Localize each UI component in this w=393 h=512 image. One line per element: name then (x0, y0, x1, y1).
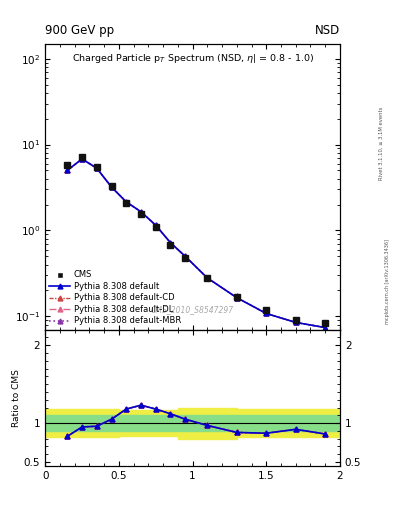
Legend: CMS, Pythia 8.308 default, Pythia 8.308 default-CD, Pythia 8.308 default-DL, Pyt: CMS, Pythia 8.308 default, Pythia 8.308 … (50, 270, 181, 326)
Text: NSD: NSD (315, 24, 340, 37)
Text: CMS_2010_S8547297: CMS_2010_S8547297 (151, 305, 234, 314)
Y-axis label: Ratio to CMS: Ratio to CMS (12, 369, 21, 426)
Text: Charged Particle p$_T$ Spectrum (NSD, $\eta$| = 0.8 - 1.0): Charged Particle p$_T$ Spectrum (NSD, $\… (72, 52, 314, 65)
Text: mcplots.cern.ch [arXiv:1306.3436]: mcplots.cern.ch [arXiv:1306.3436] (385, 239, 389, 324)
Text: Rivet 3.1.10, ≥ 3.1M events: Rivet 3.1.10, ≥ 3.1M events (379, 106, 384, 180)
Bar (45, 415, 340, 431)
Text: 900 GeV pp: 900 GeV pp (45, 24, 114, 37)
